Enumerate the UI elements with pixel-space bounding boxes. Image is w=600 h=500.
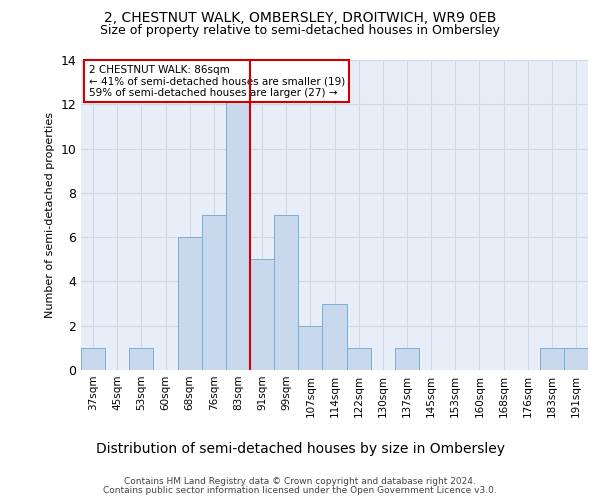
Text: 2, CHESTNUT WALK, OMBERSLEY, DROITWICH, WR9 0EB: 2, CHESTNUT WALK, OMBERSLEY, DROITWICH, … [104, 11, 496, 25]
Text: Size of property relative to semi-detached houses in Ombersley: Size of property relative to semi-detach… [100, 24, 500, 37]
Bar [395, 348, 419, 370]
Bar [540, 348, 564, 370]
Bar [322, 304, 347, 370]
Bar [226, 82, 250, 370]
Y-axis label: Number of semi-detached properties: Number of semi-detached properties [45, 112, 55, 318]
Bar [347, 348, 371, 370]
Text: Contains HM Land Registry data © Crown copyright and database right 2024.: Contains HM Land Registry data © Crown c… [124, 477, 476, 486]
Bar [129, 348, 154, 370]
Bar [564, 348, 588, 370]
Text: Distribution of semi-detached houses by size in Ombersley: Distribution of semi-detached houses by … [95, 442, 505, 456]
Bar [250, 260, 274, 370]
Bar [81, 348, 105, 370]
Text: Contains public sector information licensed under the Open Government Licence v3: Contains public sector information licen… [103, 486, 497, 495]
Bar [298, 326, 322, 370]
Text: 2 CHESTNUT WALK: 86sqm
← 41% of semi-detached houses are smaller (19)
59% of sem: 2 CHESTNUT WALK: 86sqm ← 41% of semi-det… [89, 64, 345, 98]
Bar [274, 215, 298, 370]
Bar [178, 237, 202, 370]
Bar [202, 215, 226, 370]
